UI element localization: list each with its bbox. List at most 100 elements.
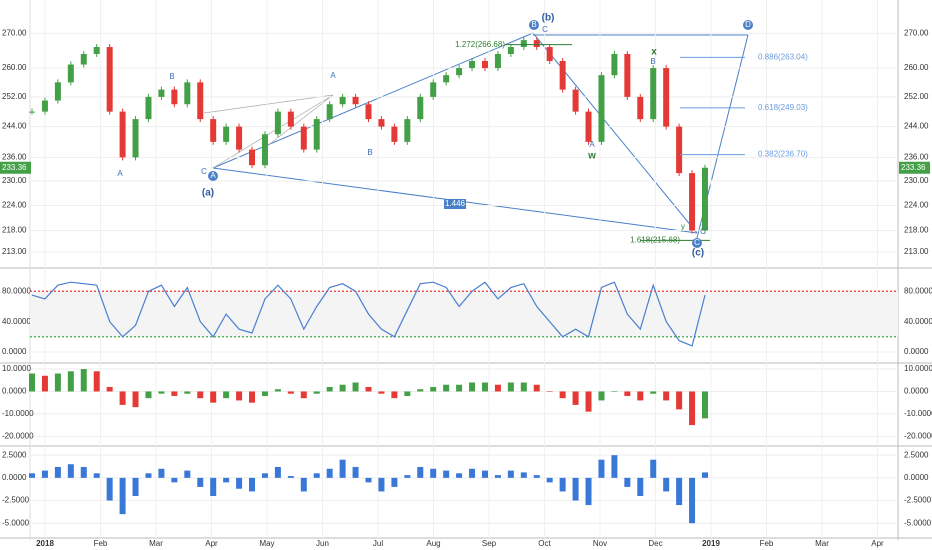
candle [378,119,385,127]
histogram-bar [274,466,281,478]
pane: 0.0000 0.0000 40.0000 40.0000 80.0000 80.0000 [2,281,932,356]
histogram-bar [469,382,476,392]
candle [689,173,696,231]
price-tag [899,161,930,174]
histogram-bar [676,391,683,410]
annotation: C [700,227,706,236]
annotation: A [330,71,336,80]
candle [80,53,87,65]
histogram-bar [365,386,372,392]
candle [300,126,307,150]
annotation: B [531,20,536,29]
x-tick-label: Aug [426,539,440,548]
candle [365,104,372,120]
y-tick-label: 270.00 [904,28,929,37]
histogram-bar [520,472,527,478]
histogram-bar [663,391,670,401]
y-tick-label: 224.00 [904,201,929,210]
annotation-marker [208,171,218,181]
annotation-marker [743,20,753,30]
y-tick-label: 260.00 [904,63,929,72]
y-tick-label: -20.0000 [904,431,932,440]
y-tick-label: 236.00 [2,152,27,161]
y-tick-label: 2.5000 [2,450,27,459]
y-tick-label: 0.0000 [904,347,929,356]
annotation: w [587,151,596,162]
histogram-bar [624,477,631,487]
annotation: A [210,171,216,180]
y-tick-label: 224.00 [2,201,27,210]
x-tick-label: Feb [760,539,774,548]
histogram-bar [443,384,450,392]
y-tick-label: -10.0000 [904,409,932,418]
histogram-bar [249,477,256,492]
candle [313,119,320,150]
y-tick-label: 80.0000 [2,286,31,295]
price-tag-label: 233.36 [2,163,27,172]
x-tick-label: Apr [871,539,884,548]
histogram-bar [184,391,191,394]
histogram-bar [119,477,126,515]
histogram-bar [287,476,294,478]
candle [287,111,294,127]
candle [663,68,670,127]
histogram-bar [533,475,540,478]
candle [29,111,35,113]
histogram-bar [598,391,605,401]
y-tick-label: 2.5000 [904,450,929,459]
candle [93,47,100,54]
annotation: y [681,222,685,231]
y-tick-label: 0.0000 [904,387,929,396]
histogram-bar [80,369,87,392]
y-tick-label: 10.0000 [904,364,932,373]
histogram-bar [249,391,256,403]
histogram-bar [507,382,514,392]
candle [676,126,683,174]
candle [184,82,191,105]
histogram-bar [29,373,35,392]
candle [469,60,476,69]
histogram-bar [145,473,152,478]
histogram-bar [494,384,501,392]
y-tick-label: 40.0000 [904,317,932,326]
histogram-bar [494,475,501,478]
x-tick-label: Dec [648,539,662,548]
histogram-bar [236,391,243,401]
histogram-bar [171,391,178,396]
histogram-bar [300,477,307,492]
histogram-bar [274,389,281,392]
histogram-bar [702,472,708,478]
histogram-bar [41,375,48,392]
histogram-bar [417,389,424,392]
annotation-marker [692,238,702,248]
annotation: (c) [692,248,704,259]
pane: -5.0000 -5.0000 -2.5000 -2.5000 0.0000 0.0000… [2,450,932,527]
histogram-bar [261,473,268,478]
candle [197,82,204,120]
y-tick-label: 0.0000 [2,347,27,356]
y-tick-label: 80.0000 [904,286,932,295]
x-tick-label: Mar [149,539,163,548]
candle [249,149,256,166]
histogram-bar [326,386,333,392]
histogram-bar [184,470,191,478]
y-tick-label: -5.0000 [904,518,932,527]
histogram-bar [520,382,527,392]
candle [456,68,463,76]
trend-line [203,94,334,114]
histogram-bar [287,391,294,394]
trend-line [212,94,334,169]
annotation: 1.446 [445,199,466,208]
histogram-bar [339,384,346,392]
candle [339,96,346,105]
candle [598,75,605,142]
histogram-bar [391,391,398,399]
candle [54,82,61,101]
candle [430,82,437,97]
histogram-bar [29,473,35,478]
candle [236,126,243,150]
histogram-bar [404,475,411,478]
histogram-bar [430,386,437,392]
candle [145,96,152,120]
